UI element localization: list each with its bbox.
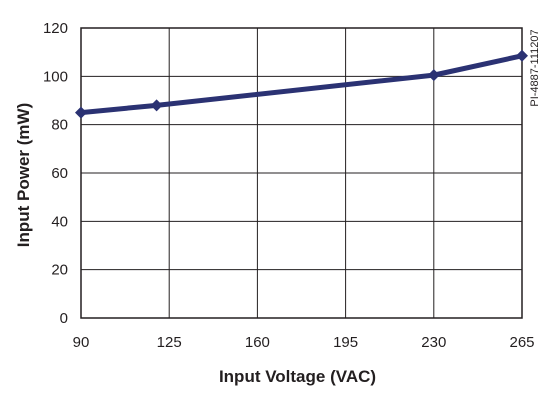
x-tick-label: 90 [73,334,90,351]
y-tick-label: 20 [51,262,68,279]
x-tick-label: 265 [509,334,534,351]
data-point-marker [150,99,163,112]
figure-id-label: PI-4887-111207 [529,29,541,106]
x-tick-label: 160 [245,334,270,351]
y-tick-label: 100 [43,68,68,85]
y-tick-label: 120 [43,20,68,37]
y-tick-label: 80 [51,117,68,134]
series [75,49,528,119]
y-axis-title: Input Power (mW) [14,103,33,247]
data-point-marker [427,69,440,82]
x-tick-label: 195 [333,334,358,351]
y-tick-label: 60 [51,165,68,182]
y-tick-label: 0 [60,310,68,327]
x-axis-tick-labels: 90 125 160 195 230 265 [73,334,535,351]
data-point-marker [75,106,87,119]
x-tick-label: 230 [421,334,446,351]
plot-area-frame [80,27,523,319]
y-axis-tick-labels: 0 20 40 60 80 100 120 [43,20,68,327]
series-line [78,53,525,116]
y-tick-label: 40 [51,213,68,230]
x-tick-label: 125 [157,334,182,351]
x-axis-title: Input Voltage (VAC) [219,367,376,386]
data-point-marker [516,49,528,62]
